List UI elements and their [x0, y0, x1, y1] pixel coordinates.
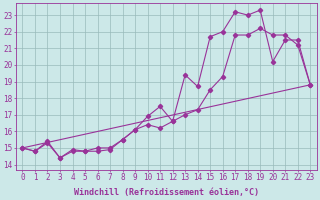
X-axis label: Windchill (Refroidissement éolien,°C): Windchill (Refroidissement éolien,°C) [74, 188, 259, 197]
